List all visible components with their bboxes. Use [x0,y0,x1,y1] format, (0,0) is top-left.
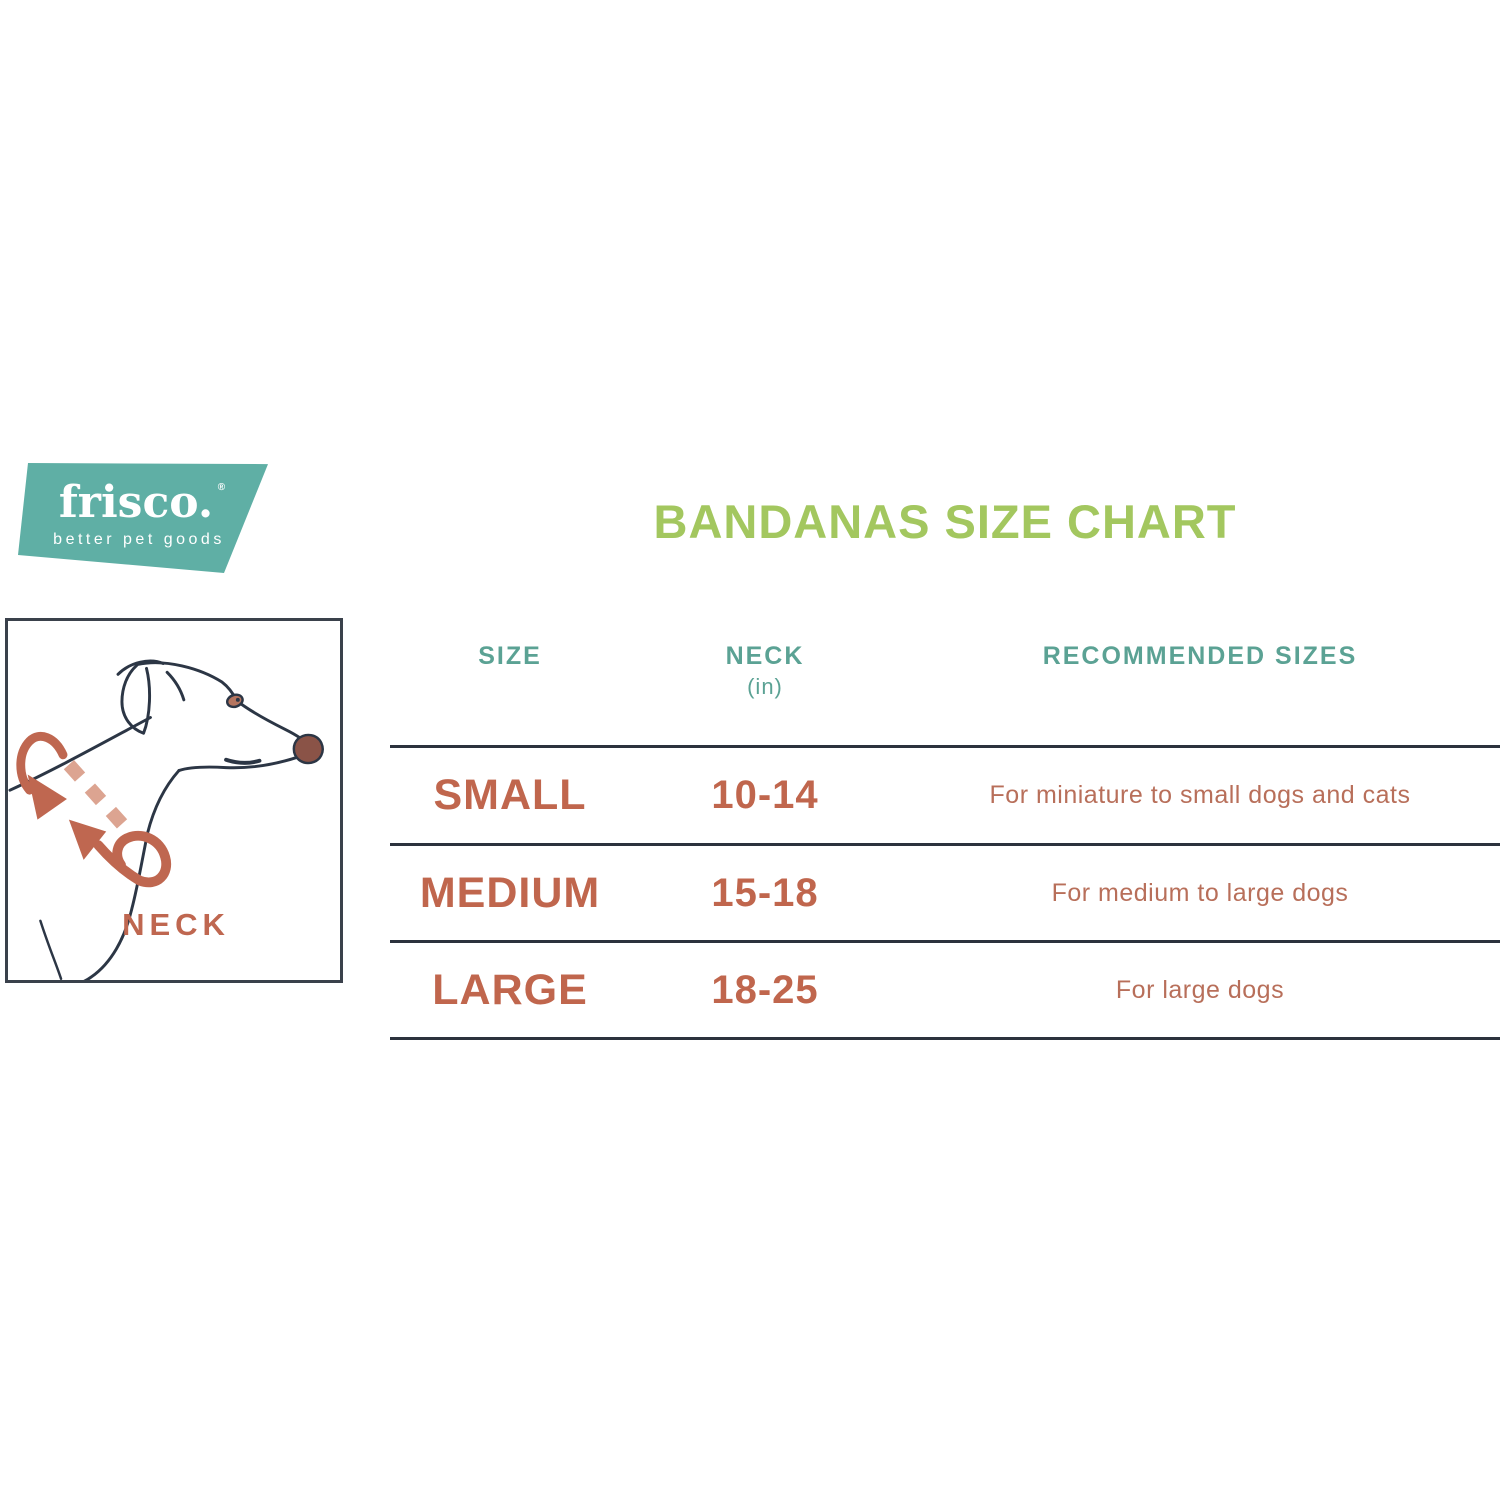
neck-measure-arrow-bottom [68,819,172,888]
neck-cell: 18-25 [711,967,819,1012]
brand-name: frisco. ® [59,481,225,525]
table-header-row: SIZE NECK (in) RECOMMENDED SIZES [390,630,1500,745]
column-header-neck-unit: (in) [747,674,783,699]
neck-cell: 15-18 [711,870,819,915]
registered-mark: ® [217,482,226,493]
dog-eye [225,693,244,709]
recommended-cell: For medium to large dogs [1051,878,1349,907]
size-cell: SMALL [433,771,587,819]
neck-measurement-diagram: NECK [5,618,343,983]
column-header-recommended: RECOMMENDED SIZES [1042,642,1358,670]
page-title: BANDANAS SIZE CHART [653,495,1237,548]
size-cell: MEDIUM [419,868,601,917]
dog-nose [292,733,324,765]
frisco-logo-badge: frisco. ® better pet goods [18,463,268,573]
recommended-cell: For large dogs [1115,975,1285,1004]
neck-cell: 10-14 [711,773,819,817]
column-header-neck: NECK (in) [725,642,805,699]
dog-neck-illustration [8,659,324,980]
table-row-small: SMALL 10-14 For miniature to small dogs … [390,745,1500,843]
table-row-large: LARGE 18-25 For large dogs [390,940,1500,1040]
table-row-medium: MEDIUM 15-18 For medium to large dogs [390,843,1500,940]
brand-tagline: better pet goods [53,531,225,548]
neck-measure-arrow-top [16,732,68,820]
size-cell: LARGE [432,965,588,1014]
brand-name-text: frisco. [58,477,214,528]
size-table: SIZE NECK (in) RECOMMENDED SIZES SMALL 1… [390,630,1500,1040]
recommended-cell: For miniature to small dogs and cats [989,781,1411,809]
column-header-size: SIZE [478,642,542,670]
neck-label: NECK [122,907,230,942]
neck-measure-dashed-band [63,760,134,837]
